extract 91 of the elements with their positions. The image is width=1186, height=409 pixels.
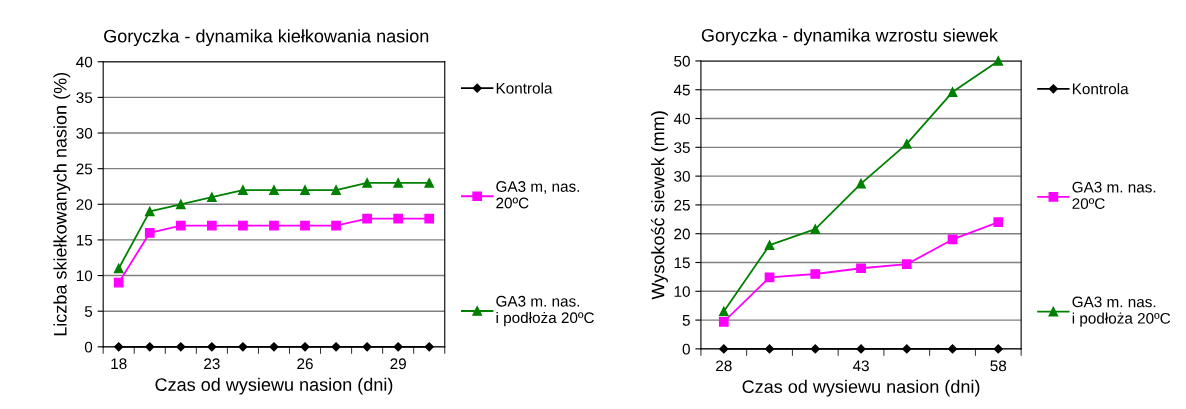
point: [901, 259, 912, 270]
point: [856, 263, 866, 274]
point: [856, 178, 866, 189]
point: [238, 185, 248, 195]
point: [901, 139, 912, 149]
x-tick-label: 18: [111, 358, 127, 370]
point: [144, 206, 155, 217]
y-tick-label: 10: [76, 270, 93, 282]
point: [947, 87, 958, 97]
x-tick-label: 43: [852, 360, 869, 372]
y-tick-label: 50: [674, 55, 690, 67]
legend-label: Kontrola: [496, 82, 553, 94]
legend-label: Kontrola: [1072, 83, 1129, 95]
point: [810, 344, 820, 354]
point: [424, 213, 435, 224]
point: [764, 240, 775, 251]
point: [269, 342, 279, 352]
y-tick-label: 5: [682, 315, 690, 326]
x-axis-title: Czas od wysiewu nasion (dni): [155, 377, 393, 395]
point: [810, 224, 821, 234]
y-tick-label: 35: [674, 142, 690, 154]
point: [300, 342, 310, 352]
y-tick-label: 10: [674, 286, 690, 297]
y-tick-label: 40: [76, 56, 93, 68]
point: [331, 342, 341, 352]
point: [113, 263, 124, 274]
point: [719, 344, 729, 354]
point: [362, 178, 372, 188]
point: [300, 220, 310, 231]
y-tick-label: 25: [76, 163, 93, 175]
y-tick-label: 30: [674, 170, 690, 182]
x-tick-label: 23: [204, 358, 220, 370]
point: [856, 344, 866, 354]
x-tick-label: 26: [297, 358, 313, 370]
point: [993, 344, 1003, 354]
point: [300, 185, 310, 195]
y-axis-title: Liczba skiełkowanych nasion (%): [53, 72, 71, 336]
y-tick-label: 40: [673, 113, 690, 125]
point: [113, 277, 124, 288]
point: [145, 342, 155, 352]
y-tick-label: 5: [84, 306, 93, 317]
y-tick-label: 0: [84, 341, 93, 353]
point: [114, 342, 124, 352]
point: [993, 56, 1004, 66]
point: [764, 344, 775, 354]
point: [175, 220, 186, 231]
y-tick-label: 15: [674, 257, 690, 269]
point: [331, 220, 341, 231]
legend-label: GA3 m. nas. i podłoża 20ºC: [496, 295, 594, 327]
point: [175, 199, 186, 210]
legend-label: GA3 m. nas. i podłoża 20ºC: [1072, 296, 1171, 327]
y-tick-label: 15: [76, 234, 93, 246]
y-axis-title: Wysokość siewek (mm): [650, 111, 668, 300]
point: [362, 342, 372, 352]
x-tick-label: 28: [716, 360, 732, 372]
y-tick-label: 45: [673, 84, 690, 96]
x-axis-title: Czas od wysiewu nasion (dni): [742, 379, 980, 397]
chart-title: Goryczka - dynamika kiełkowania nasion: [104, 29, 429, 47]
point: [947, 344, 958, 354]
point: [718, 306, 729, 317]
point: [207, 342, 217, 352]
point: [424, 178, 435, 188]
point: [207, 192, 217, 203]
point: [362, 213, 372, 224]
y-tick-label: 20: [76, 199, 93, 210]
y-tick-label: 25: [674, 199, 690, 211]
point: [331, 185, 341, 195]
legend-label: GA3 m. nas. 20ºC: [1072, 181, 1156, 210]
point: [393, 342, 403, 352]
x-tick-label: 58: [990, 360, 1007, 372]
point: [269, 220, 279, 231]
y-tick-label: 20: [674, 228, 690, 240]
point: [810, 269, 821, 279]
point: [993, 217, 1004, 228]
legend-label: GA3 m, nas. 20ºC: [496, 181, 580, 209]
x-tick-label: 29: [390, 358, 406, 370]
y-tick-label: 35: [76, 92, 93, 104]
point: [718, 316, 729, 327]
chart-title: Goryczka - dynamika wzrostu siewek: [701, 28, 998, 46]
y-tick-label: 0: [682, 343, 690, 355]
point: [902, 344, 912, 354]
point: [144, 227, 155, 238]
y-tick-label: 30: [76, 127, 93, 139]
point: [176, 342, 186, 352]
point: [238, 220, 248, 231]
point: [269, 185, 279, 195]
point: [393, 178, 404, 188]
point: [424, 342, 434, 352]
point: [207, 220, 217, 231]
point: [238, 342, 248, 352]
point: [393, 213, 404, 224]
